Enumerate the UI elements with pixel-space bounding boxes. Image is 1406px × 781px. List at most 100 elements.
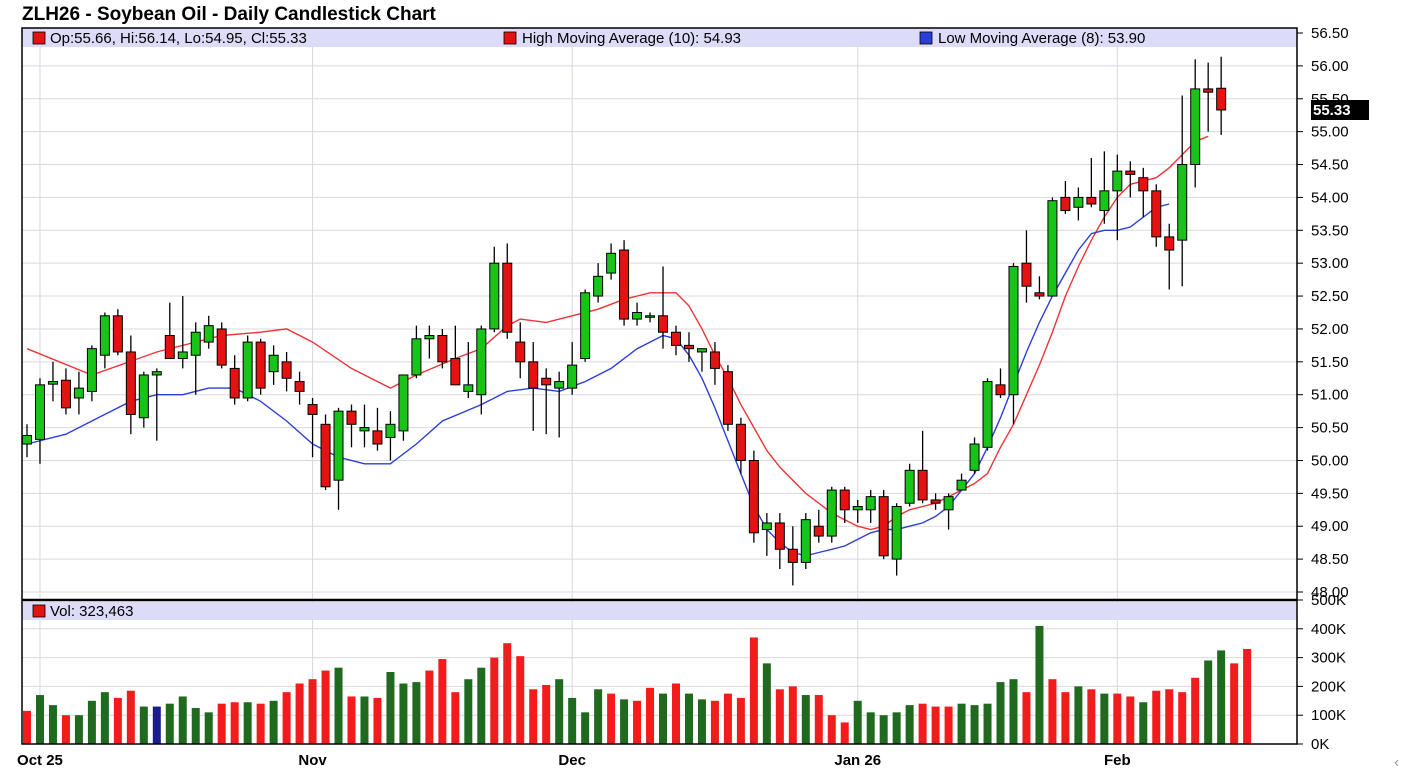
volume-bar (1100, 693, 1109, 744)
axes: 48.00 48.50 49.00 49.50 50.00 50.50 51.00 51.50… (17, 25, 1348, 769)
candle-body (1047, 200, 1058, 297)
candle-body (1099, 190, 1110, 212)
candle (1125, 161, 1136, 198)
candle (580, 289, 591, 362)
volume-bar (360, 696, 369, 744)
candle (424, 325, 435, 359)
price-tick-label: 54.50 (1311, 157, 1349, 174)
candle (930, 493, 941, 510)
candle (787, 526, 798, 586)
low-ma-legend-swatch (919, 31, 933, 45)
candle-body (1164, 236, 1175, 251)
candle (748, 450, 759, 543)
candle-body (645, 315, 656, 318)
candle-body (619, 249, 630, 320)
volume-legend-text: Vol: 323,463 (50, 603, 133, 620)
candle-body (385, 423, 396, 438)
volume-bar (412, 682, 421, 744)
candle (1216, 56, 1227, 135)
volume-bar (1191, 677, 1200, 744)
candle-body (1216, 87, 1227, 111)
candle-body (969, 443, 980, 471)
candle (398, 374, 409, 441)
candle (1047, 197, 1058, 297)
candle-body (930, 499, 941, 504)
volume-bar (879, 715, 888, 744)
candle-body (956, 479, 967, 491)
candle-body (735, 423, 746, 461)
candle-body (502, 262, 513, 333)
candle (774, 513, 785, 569)
date-tick-label: Oct 25 (17, 752, 63, 769)
volume-bar (1074, 686, 1083, 744)
candle-body (125, 351, 136, 415)
candle (813, 509, 824, 543)
candle-body (411, 338, 422, 376)
candle-body (1008, 265, 1019, 396)
volume-bar (100, 692, 109, 744)
volume-tick-label: 300K (1311, 650, 1346, 667)
candle (865, 490, 876, 523)
candle (722, 365, 733, 431)
volume-bar (23, 710, 31, 744)
candle-body (489, 262, 500, 330)
price-tick-label: 48.50 (1311, 551, 1349, 568)
high-ma-legend-swatch (503, 31, 517, 45)
price-tick-label: 53.00 (1311, 255, 1349, 272)
candle-body (73, 387, 84, 399)
candle (645, 312, 656, 323)
candle-body (359, 427, 370, 432)
volume-bar (788, 686, 797, 744)
candle (1151, 184, 1162, 247)
volume-bar (386, 672, 395, 744)
candle (1099, 151, 1110, 224)
volume-bar (814, 695, 823, 744)
legend-band (22, 28, 1297, 47)
volume-bar (1061, 692, 1070, 744)
price-tick-label: 54.00 (1311, 189, 1349, 206)
candle (47, 361, 58, 402)
volume-bar (853, 700, 862, 744)
candle (34, 378, 45, 464)
volume-bar (620, 699, 629, 744)
date-tick-label: Jan 26 (834, 752, 881, 769)
candle-body (878, 496, 889, 557)
candle (567, 342, 578, 395)
candle (411, 325, 422, 379)
candle (1008, 263, 1019, 425)
scroll-left-icon[interactable]: ‹ (1394, 754, 1399, 771)
candle (826, 486, 837, 543)
volume-bar (684, 693, 693, 744)
candle (683, 332, 694, 362)
date-tick-label: Feb (1104, 752, 1131, 769)
candle (359, 404, 370, 448)
candle (956, 473, 967, 491)
candle (385, 411, 396, 461)
candle (99, 312, 110, 369)
volume-bar (243, 702, 252, 744)
ohlc-legend-swatch (32, 31, 46, 45)
volume-tick-label: 400K (1311, 621, 1346, 638)
volume-bar (35, 695, 44, 744)
candle (125, 335, 136, 435)
last-price-tag (1311, 100, 1369, 120)
volume-bar (1217, 650, 1226, 744)
volume-bar (503, 643, 512, 744)
volume-bar (490, 657, 499, 744)
date-tick-label: Dec (558, 752, 586, 769)
candle (268, 345, 279, 385)
volume-bar (633, 700, 642, 744)
candle-body (658, 315, 669, 333)
candle (86, 345, 97, 402)
volume-bar (451, 692, 460, 744)
candle-body (463, 384, 474, 392)
candle-body (748, 459, 759, 534)
price-tick-label: 49.00 (1311, 518, 1349, 535)
candle (515, 322, 526, 379)
candle-body (22, 434, 32, 445)
price-tick-label: 50.50 (1311, 420, 1349, 437)
volume-bar (646, 687, 655, 744)
candle (671, 325, 681, 356)
candle (658, 266, 669, 349)
